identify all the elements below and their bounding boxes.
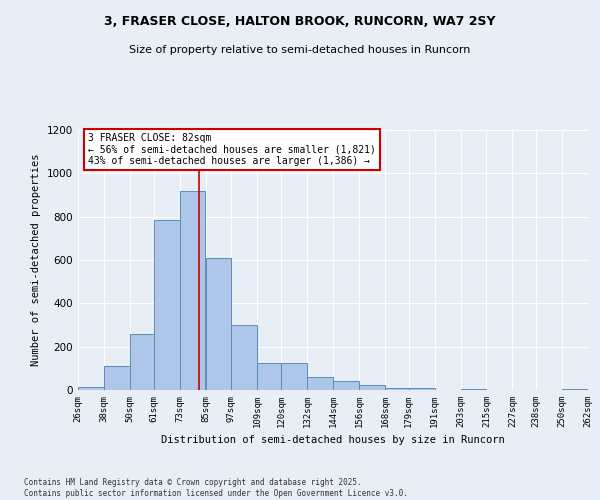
Bar: [205, 258, 232, 390]
X-axis label: Distribution of semi-detached houses by size in Runcorn: Distribution of semi-detached houses by …: [161, 436, 505, 446]
Bar: [281, 363, 307, 390]
Bar: [461, 389, 487, 390]
Bar: [333, 382, 359, 390]
Bar: [232, 325, 257, 390]
Y-axis label: Number of semi-detached properties: Number of semi-detached properties: [31, 154, 41, 366]
Bar: [385, 388, 409, 390]
Bar: [307, 377, 333, 390]
Text: 3 FRASER CLOSE: 82sqm
← 56% of semi-detached houses are smaller (1,821)
43% of s: 3 FRASER CLOSE: 82sqm ← 56% of semi-deta…: [88, 132, 376, 166]
Bar: [562, 389, 588, 390]
Text: Size of property relative to semi-detached houses in Runcorn: Size of property relative to semi-detach…: [130, 45, 470, 55]
Bar: [257, 363, 281, 390]
Bar: [409, 388, 434, 390]
Bar: [130, 334, 154, 390]
Bar: [359, 384, 385, 390]
Bar: [179, 190, 205, 390]
Bar: [104, 366, 130, 390]
Bar: [78, 387, 104, 390]
Bar: [154, 220, 179, 390]
Text: Contains HM Land Registry data © Crown copyright and database right 2025.
Contai: Contains HM Land Registry data © Crown c…: [24, 478, 408, 498]
Text: 3, FRASER CLOSE, HALTON BROOK, RUNCORN, WA7 2SY: 3, FRASER CLOSE, HALTON BROOK, RUNCORN, …: [104, 15, 496, 28]
